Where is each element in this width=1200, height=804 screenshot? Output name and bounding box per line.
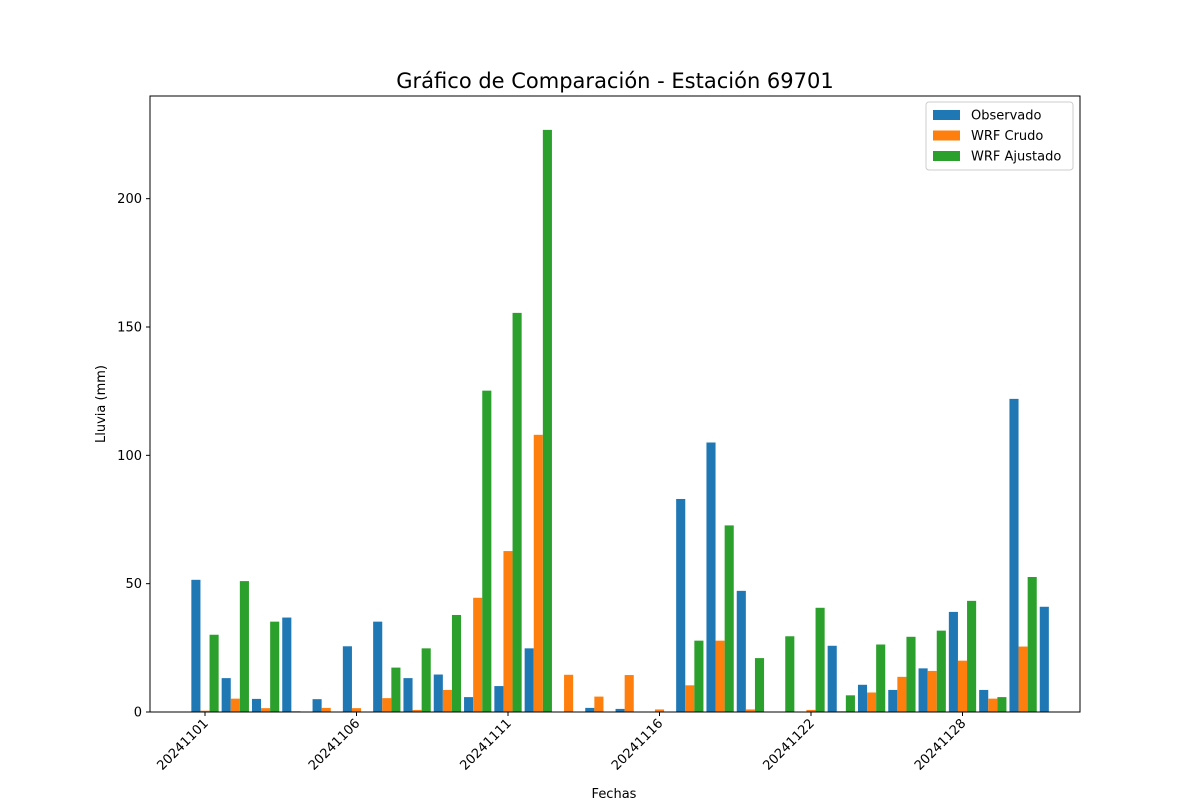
bar-observado-20241117 (676, 498, 686, 712)
legend-label: WRF Ajustado (971, 150, 1061, 165)
legend-label: Observado (971, 109, 1042, 124)
bar-observado-20241110 (464, 697, 474, 712)
bar-wrf-ajustado-20241103 (270, 621, 280, 712)
y-tick-label: 150 (117, 321, 142, 336)
bar-observado-20241126 (948, 611, 958, 712)
y-tick-label: 200 (117, 192, 142, 207)
bar-wrf-crudo-20241109 (442, 689, 452, 712)
y-tick-label: 0 (134, 706, 142, 721)
bar-wrf-crudo-20241121 (806, 709, 816, 712)
bar-wrf-ajustado-20241128 (1027, 576, 1037, 712)
bar-observado-20241124 (888, 689, 898, 712)
legend-label: WRF Crudo (971, 129, 1043, 144)
bar-wrf-ajustado-20241126 (967, 600, 977, 712)
x-tick-label: 20241128 (912, 716, 969, 773)
bar-wrf-ajustado-20241112 (542, 129, 552, 712)
bar-wrf-ajustado-20241119 (754, 658, 765, 712)
bar-wrf-crudo-20241103 (261, 708, 271, 712)
bar-wrf-crudo-20241125 (927, 670, 937, 712)
y-tick-label: 100 (117, 449, 142, 464)
bar-wrf-ajustado-20241107 (391, 667, 401, 712)
bar-observado-20241105 (312, 699, 322, 712)
bar-wrf-ajustado-20241110 (482, 390, 492, 712)
legend-swatch-wrf-crudo (933, 130, 960, 141)
bar-wrf-crudo-20241114 (594, 696, 604, 712)
x-axis: 20241101 20241106 20241111 20241116 20241122… (154, 712, 969, 774)
x-axis-label: Fechas (592, 787, 637, 800)
bar-wrf-crudo-20241117 (685, 685, 695, 712)
bar-wrf-crudo-20241113 (564, 674, 574, 712)
x-tick-label: 20241116 (609, 716, 666, 773)
bar-wrf-crudo-20241108 (412, 709, 422, 712)
bar-wrf-crudo-20241118 (715, 640, 725, 712)
bar-wrf-ajustado-20241108 (421, 648, 431, 712)
x-tick-label: 20241111 (457, 716, 514, 773)
bar-observado-20241106 (342, 646, 352, 712)
bar-wrf-crudo-20241124 (897, 676, 907, 712)
bar-wrf-ajustado-20241122 (845, 695, 855, 712)
bar-observado-20241115 (615, 708, 625, 712)
bar-wrf-ajustado-20241111 (512, 312, 522, 712)
bar-observado-20241128 (1009, 398, 1019, 712)
legend-swatch-wrf-ajustado (933, 151, 960, 161)
bar-wrf-ajustado-20241118 (724, 525, 734, 712)
bar-wrf-ajustado-20241124 (906, 636, 916, 712)
bar-observado-20241127 (979, 689, 989, 712)
bar-wrf-ajustado-20241101 (209, 634, 219, 712)
bar-wrf-ajustado-20241127 (997, 697, 1007, 712)
bar-observado-20241125 (918, 668, 928, 712)
x-tick-label: 20241106 (306, 716, 363, 773)
y-axis: 0 50 100 150 200 (117, 192, 150, 721)
bar-wrf-crudo-20241119 (745, 709, 755, 712)
bar-observado-20241101 (191, 579, 201, 712)
chart-title: Gráfico de Comparación - Estación 69701 (396, 69, 833, 93)
bar-observado-20241114 (585, 707, 595, 712)
bar-wrf-ajustado-20241120 (785, 636, 795, 712)
bar-wrf-crudo-20241115 (624, 675, 634, 712)
bar-observado-20241123 (857, 684, 868, 712)
bar-wrf-crudo-20241101 (200, 710, 210, 712)
bar-wrf-ajustado-20241123 (876, 644, 886, 712)
bar-observado-20241122 (827, 645, 837, 712)
bar-observado-20241129 (1039, 606, 1049, 712)
bar-wrf-ajustado-20241102 (239, 581, 249, 712)
legend-box (925, 101, 1074, 171)
bar-wrf-crudo-20241106 (351, 708, 362, 712)
bar-wrf-crudo-20241105 (321, 707, 331, 712)
y-axis-label: Lluvia (mm) (94, 365, 109, 443)
plot-frame (149, 95, 1081, 713)
legend: Observado WRF Crudo WRF Ajustado (925, 101, 1074, 171)
bar-observado-20241108 (403, 678, 413, 712)
bar-wrf-crudo-20241126 (957, 660, 968, 712)
bar-observado-20241103 (251, 698, 262, 712)
bar-observado-20241102 (221, 678, 231, 712)
legend-swatch-observado (933, 110, 960, 120)
bar-observado-20241112 (524, 648, 534, 712)
bar-wrf-crudo-20241107 (382, 698, 392, 712)
y-tick-label: 50 (125, 577, 142, 592)
bar-wrf-crudo-20241127 (988, 698, 998, 712)
bar-wrf-crudo-20241110 (473, 597, 483, 712)
bar-wrf-crudo-20241123 (867, 692, 877, 712)
bar-wrf-ajustado-20241121 (815, 607, 825, 712)
bars-layer (191, 129, 1049, 712)
bar-wrf-crudo-20241111 (503, 551, 513, 712)
bar-observado-20241111 (494, 686, 504, 712)
bar-wrf-crudo-20241102 (230, 698, 240, 712)
bar-observado-20241118 (706, 442, 716, 712)
bar-observado-20241104 (282, 617, 292, 712)
bar-observado-20241107 (373, 621, 383, 712)
bar-wrf-ajustado-20241125 (936, 630, 946, 712)
bar-observado-20241109 (433, 674, 443, 712)
x-tick-label: 20241122 (760, 716, 817, 773)
bar-wrf-crudo-20241112 (533, 434, 543, 712)
bar-wrf-ajustado-20241117 (694, 640, 704, 712)
bar-wrf-crudo-20241128 (1018, 646, 1028, 712)
bar-observado-20241119 (736, 590, 746, 712)
bar-wrf-ajustado-20241109 (451, 614, 462, 712)
x-tick-label: 20241101 (154, 716, 211, 773)
bar-wrf-crudo-20241116 (654, 709, 665, 712)
